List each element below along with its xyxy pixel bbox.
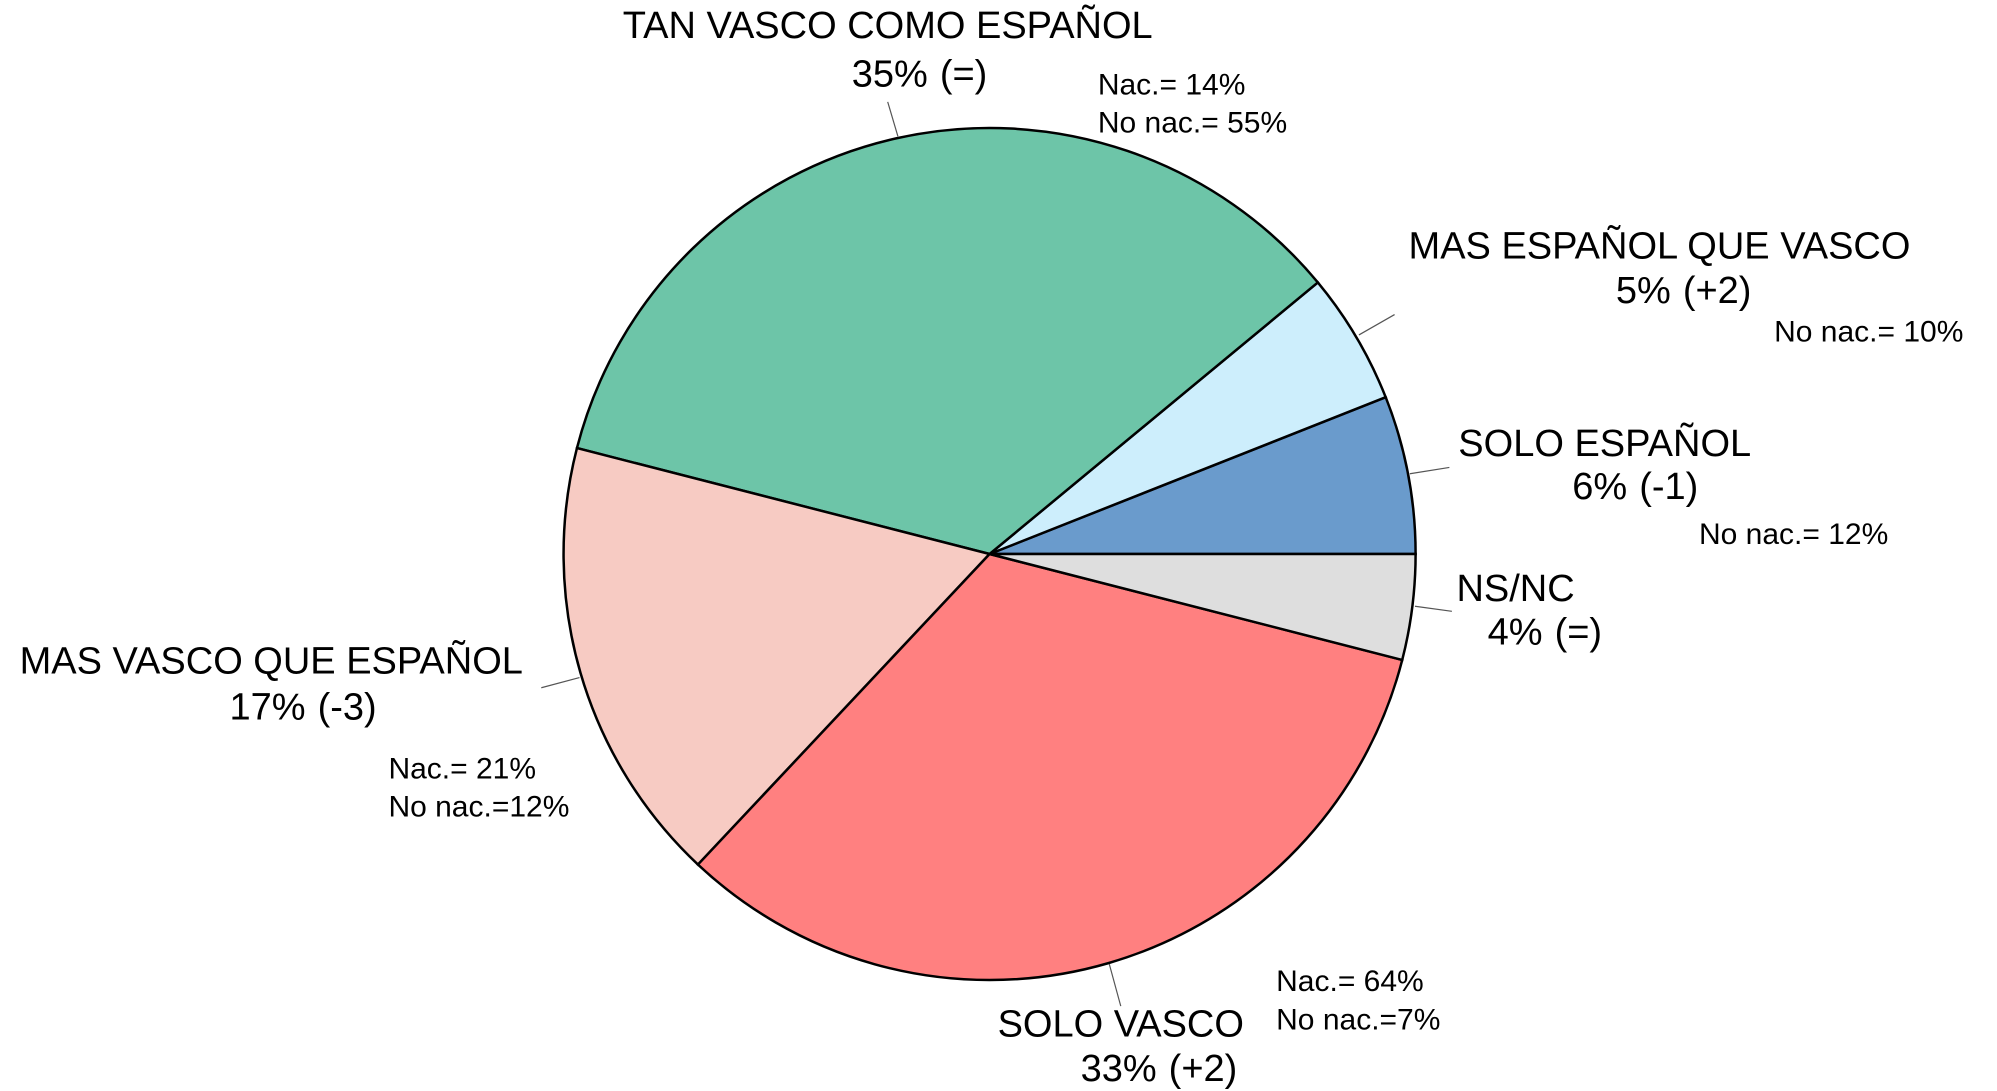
slice-percent: 5% (+2): [1616, 270, 1752, 312]
pie-slice: [575, 126, 1320, 556]
slice-note: No nac.= 12%: [1699, 518, 1888, 551]
slice-label: MAS ESPAÑOL QUE VASCO: [1409, 224, 1911, 267]
change-label: (=): [940, 53, 988, 95]
slice-label: TAN VASCO COMO ESPAÑOL: [623, 4, 1153, 47]
value-label: 33%: [1081, 1048, 1157, 1090]
slice-note: Nac.= 64%: [1276, 965, 1424, 998]
value-label: 4%: [1488, 611, 1543, 653]
slice-percent: 35% (=): [852, 53, 988, 95]
pie-slice: [989, 552, 1417, 662]
leader-line: [887, 101, 899, 137]
slice-note: No nac.=7%: [1276, 1003, 1440, 1036]
slice-percent: 17% (-3): [230, 686, 377, 728]
value-label: 5%: [1616, 270, 1671, 312]
slice-label: NS/NC: [1456, 568, 1574, 610]
pie-slice: [562, 446, 992, 867]
slice-note: Nac.= 14%: [1098, 69, 1246, 102]
change-label: (-1): [1639, 466, 1698, 508]
change-label: (-3): [318, 686, 377, 728]
pie-slice: [989, 395, 1417, 556]
leader-line: [1108, 963, 1122, 1007]
leader-line: [541, 676, 580, 689]
value-label: 35%: [852, 53, 928, 95]
slice-percent: 4% (=): [1488, 611, 1602, 653]
leader-line: [1409, 466, 1450, 475]
pie-slice: [696, 552, 1404, 982]
slice-note: Nac.= 21%: [388, 752, 536, 785]
slice-label: SOLO ESPAÑOL: [1458, 422, 1751, 465]
change-label: (+2): [1169, 1048, 1238, 1090]
slice-note: No nac.=12%: [388, 791, 569, 824]
leader-line: [1414, 605, 1452, 612]
value-label: 6%: [1572, 466, 1627, 508]
slice-note: No nac.= 10%: [1774, 316, 1963, 349]
slice-percent: 6% (-1): [1572, 466, 1698, 508]
slice-label: MAS VASCO QUE ESPAÑOL: [20, 640, 523, 683]
value-label: 17%: [230, 686, 306, 728]
slice-label: SOLO VASCO: [998, 1004, 1244, 1046]
slice-percent: 33% (+2): [1081, 1048, 1238, 1090]
change-label: (=): [1555, 611, 1603, 653]
change-label: (+2): [1683, 270, 1752, 312]
slice-note: No nac.= 55%: [1098, 107, 1287, 140]
leader-line: [1358, 314, 1395, 336]
